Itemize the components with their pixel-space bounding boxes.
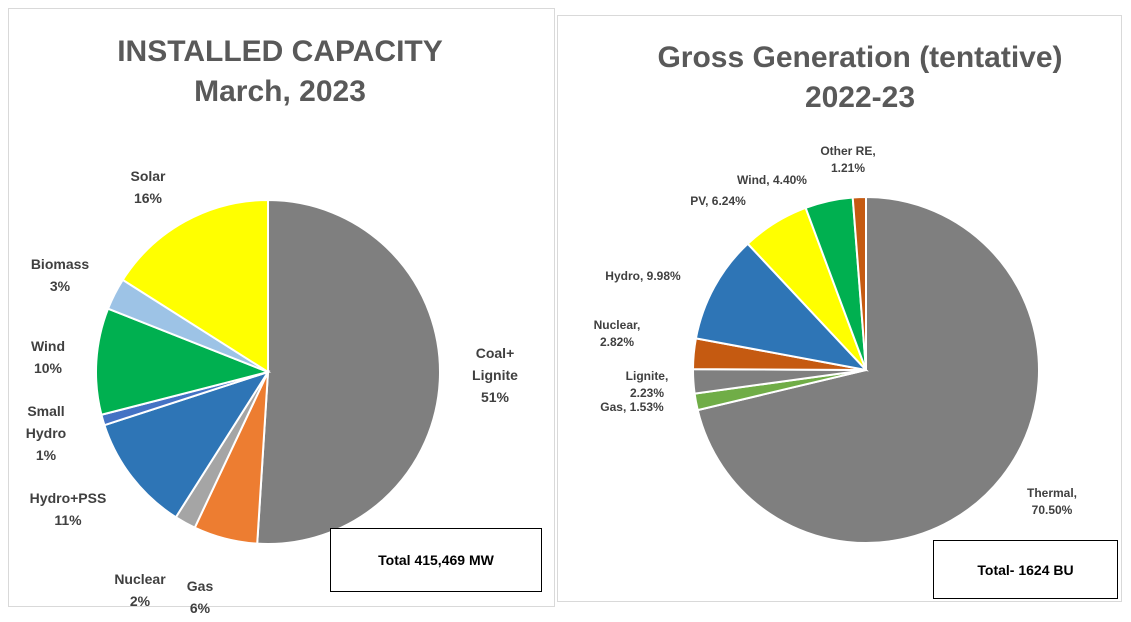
pie-slice (103, 370, 271, 519)
category-label: Gas, (600, 400, 627, 414)
category-label: Other RE, (820, 144, 876, 158)
chart-title: Gross Generation (tentative) 2022-23 (610, 38, 1110, 118)
slice-label: PV, 6.24% (673, 193, 763, 210)
value-label: 11% (54, 512, 82, 528)
slice-label: Coal+ Lignite 51% (465, 342, 525, 408)
category-label: Thermal, (1026, 486, 1077, 500)
slice-label: Nuclear, 2.82% (587, 317, 647, 351)
value-label: 2% (129, 593, 151, 609)
category-label: Solar (130, 168, 166, 184)
pie-slice (95, 307, 272, 416)
value-label: 1.53% (629, 400, 664, 414)
category-label: Nuclear (114, 571, 166, 587)
category-label: PV, (690, 194, 709, 208)
slice-label: Small Hydro 1% (21, 400, 71, 466)
value-label: 1.21% (830, 161, 866, 175)
slice-label: Solar 16% (118, 165, 178, 209)
slice-label: Gas 6% (180, 575, 220, 619)
value-label: 4.40% (772, 173, 807, 187)
subtitle: 2022-23 (804, 81, 916, 114)
category-label: Gas (186, 578, 214, 594)
value-label: 51% (480, 389, 510, 405)
pie-slice (851, 195, 867, 371)
pie-slice (696, 195, 1040, 544)
pie-slice (121, 198, 269, 374)
total-box: Total- 1624 BU (933, 540, 1118, 599)
category-label: Nuclear, (593, 318, 641, 332)
slice-label: Nuclear 2% (110, 568, 170, 612)
category-label: Hydro, (605, 269, 644, 283)
pie-slice (256, 198, 441, 545)
pie-slice (694, 242, 869, 372)
value-label: 6% (189, 600, 211, 616)
category-label: Small Hydro (25, 403, 67, 441)
slice-label: Other RE, 1.21% (813, 143, 883, 177)
category-label: Biomass (30, 256, 90, 272)
value-label: 3% (49, 278, 71, 294)
slice-label: Lignite, 2.23% (617, 368, 677, 402)
value-label: 9.98% (646, 269, 681, 283)
value-label: 70.50% (1031, 503, 1073, 517)
category-label: Lignite, (625, 369, 669, 383)
value-label: 2.82% (599, 335, 635, 349)
value-label: 2.23% (629, 386, 665, 400)
slice-label: Wind 10% (18, 335, 78, 379)
slice-label: Biomass 3% (20, 253, 100, 297)
value-label: 1% (35, 447, 57, 463)
slice-label: Hydro, 9.98% (588, 268, 698, 285)
value-label: 16% (133, 190, 163, 206)
slice-label: Hydro+PSS 11% (18, 487, 118, 531)
title: Gross Generation (tentative) (657, 41, 1063, 74)
slice-label: Wind, 4.40% (727, 172, 817, 189)
category-label: Coal+ Lignite (472, 345, 518, 383)
slice-label: Thermal, 70.50% (1017, 485, 1087, 519)
chart-title: INSTALLED CAPACITY March, 2023 (30, 32, 530, 112)
title: INSTALLED CAPACITY (117, 35, 443, 68)
value-label: 10% (33, 360, 63, 376)
category-label: Wind, (737, 173, 770, 187)
subtitle: March, 2023 (194, 75, 366, 108)
total-box: Total 415,469 MW (330, 528, 542, 592)
value-label: 6.24% (711, 194, 746, 208)
category-label: Wind (30, 338, 66, 354)
slice-label: Gas, 1.53% (587, 399, 677, 416)
category-label: Hydro+PSS (29, 490, 107, 506)
